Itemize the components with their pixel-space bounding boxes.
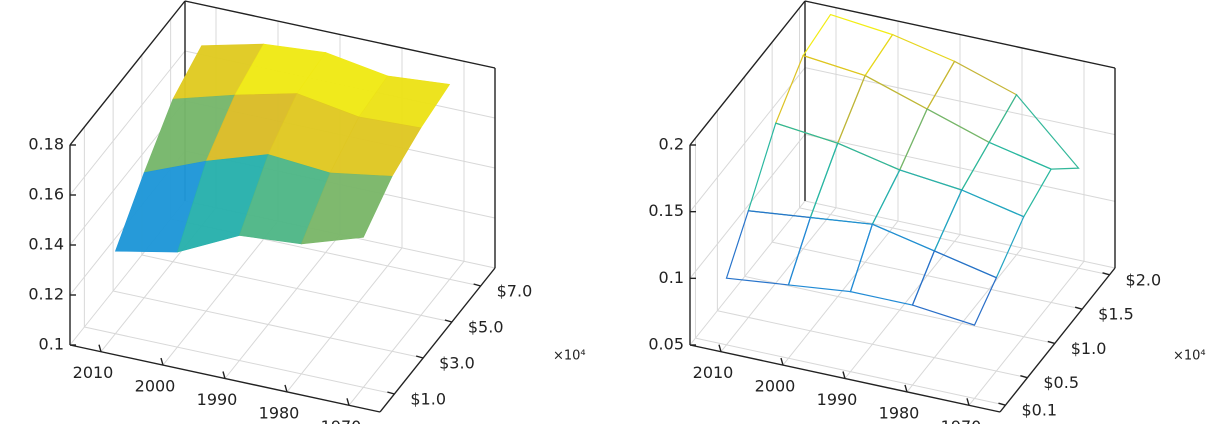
x-tick	[718, 344, 722, 352]
z-tick-label: 0.05	[648, 335, 684, 354]
y-multiplier: ×10⁴	[1173, 349, 1206, 364]
y-tick	[1020, 375, 1028, 379]
z-tick-label: 0.2	[659, 135, 684, 154]
grid-line	[968, 260, 1085, 406]
x-tick-label: 2000	[135, 377, 176, 396]
grid-line	[141, 254, 452, 323]
y-tick	[473, 283, 481, 287]
surface-patch	[300, 172, 393, 245]
grid-line	[689, 200, 806, 346]
box-edge	[689, 0, 806, 146]
y-tick-label: $1.0	[410, 390, 446, 409]
box-edge	[69, 0, 186, 146]
grid-line	[348, 260, 465, 406]
x-tick	[222, 371, 226, 379]
grid-line	[720, 207, 837, 353]
y-tick-label: $5.0	[468, 318, 504, 337]
x-tick-label: 1980	[879, 403, 920, 422]
y-tick-label: $1.0	[1071, 339, 1107, 358]
z-tick-label: 0.14	[28, 235, 64, 254]
y-tick	[1074, 306, 1083, 310]
grid-line	[113, 290, 424, 359]
y-multiplier: ×10⁴	[553, 349, 586, 364]
x-tick-label: 1970	[321, 417, 362, 424]
grid-line	[804, 200, 1116, 269]
z-tick-label: 0.12	[28, 285, 64, 304]
y-tick-label: $2.0	[1126, 270, 1162, 289]
y-tick-label: $1.5	[1098, 305, 1134, 324]
box-edge	[184, 0, 496, 69]
x-tick-label: 2010	[693, 363, 734, 382]
x-tick-label: 1990	[197, 390, 238, 409]
z-tick-label: 0.15	[648, 201, 684, 220]
x-tick	[780, 357, 784, 366]
x-tick	[966, 398, 970, 406]
x-tick	[160, 357, 164, 366]
grid-line	[162, 220, 279, 366]
x-tick	[98, 344, 102, 352]
x-tick	[346, 398, 350, 406]
surface-patch	[911, 250, 998, 326]
y-tick	[444, 319, 453, 323]
grid-line	[804, 133, 1116, 202]
y-tick-label: $0.5	[1043, 373, 1079, 392]
x-tick-label: 2000	[755, 377, 796, 396]
x-tick	[904, 384, 908, 393]
y-axis	[379, 267, 496, 413]
y-axis	[999, 267, 1116, 413]
box-edge	[804, 0, 1116, 69]
y-tick	[387, 391, 395, 395]
x-tick	[842, 371, 846, 379]
z-tick-label: 0.1	[659, 268, 684, 287]
grid-line	[689, 67, 806, 212]
grid-line	[69, 50, 186, 196]
z-tick-label: 0.1	[39, 335, 64, 354]
grid-line	[744, 275, 1055, 344]
grid-line	[782, 220, 899, 366]
y-tick-label: $7.0	[497, 282, 533, 301]
x-tick-label: 1970	[941, 417, 982, 424]
x-tick	[284, 384, 288, 393]
grid-line	[844, 234, 961, 379]
grid-line	[772, 241, 1083, 310]
y-tick	[998, 402, 1006, 406]
grid-line	[804, 67, 1116, 136]
y-tick-label: $3.0	[439, 354, 475, 373]
y-tick-label: $0.1	[1021, 401, 1057, 420]
x-tick-label: 1980	[259, 403, 300, 422]
x-tick-label: 1990	[817, 390, 858, 409]
grid-line	[286, 247, 403, 393]
grid-line	[224, 234, 341, 379]
y-tick	[1102, 272, 1110, 276]
y-tick	[415, 355, 424, 359]
grid-line	[799, 207, 1110, 276]
grid-line	[84, 326, 395, 395]
x-tick-label: 2010	[73, 363, 114, 382]
grid-line	[906, 247, 1023, 393]
z-tick-label: 0.16	[28, 185, 64, 204]
z-tick-label: 0.18	[28, 135, 64, 154]
grid-line	[689, 134, 806, 279]
grid-line	[717, 310, 1028, 379]
grid-line	[695, 337, 1006, 406]
y-tick	[1047, 340, 1055, 345]
